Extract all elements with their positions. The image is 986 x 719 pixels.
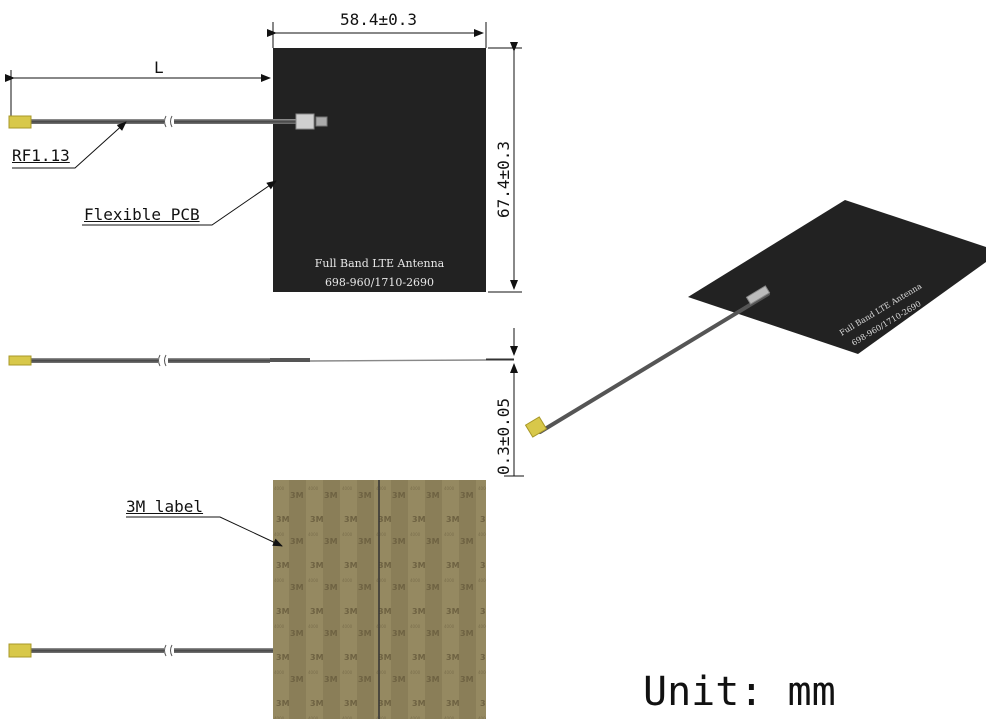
ufl-connector-side bbox=[8, 355, 32, 366]
cable-break-symbol bbox=[164, 115, 173, 128]
pcb-marking-line2: 698-960/1710-2690 bbox=[324, 276, 435, 289]
rf-cable-bottom bbox=[30, 648, 273, 653]
rf-cable-side bbox=[30, 358, 270, 363]
ufl-connector-top bbox=[8, 115, 32, 129]
pcb-callout-leader bbox=[82, 180, 277, 226]
cable-break-gap bbox=[164, 116, 174, 127]
rf-callout-leader bbox=[12, 121, 127, 169]
cable-break-gap-side bbox=[158, 355, 168, 366]
pcb-marking-line1: Full Band LTE Antenna bbox=[314, 257, 445, 270]
thickness-dimension-label: 0.3±0.05 bbox=[494, 397, 513, 475]
cable-end-side bbox=[270, 358, 310, 362]
rf-cable-iso bbox=[538, 292, 770, 434]
adhesive-callout: 3M label bbox=[126, 497, 204, 516]
bottom-view bbox=[8, 480, 486, 719]
label-callout-leader bbox=[126, 516, 283, 547]
flexible-pcb-iso bbox=[688, 200, 986, 354]
cable-solder-iso bbox=[745, 285, 771, 305]
ufl-connector-bottom bbox=[8, 643, 32, 658]
pcb-callout: Flexible PCB bbox=[84, 205, 200, 224]
unit-note: Unit: mm bbox=[643, 669, 836, 715]
feed-pad bbox=[315, 116, 328, 127]
side-view bbox=[8, 328, 524, 477]
isometric-view bbox=[524, 200, 986, 438]
top-view bbox=[5, 22, 522, 293]
flexible-pcb-top bbox=[273, 48, 486, 292]
rf-cable-callout: RF1.13 bbox=[12, 146, 70, 165]
length-dimension-label: L bbox=[154, 58, 164, 77]
pcb-edge-side bbox=[309, 359, 487, 362]
ufl-connector-iso bbox=[524, 416, 548, 438]
width-dimension-label: 58.4±0.3 bbox=[340, 10, 418, 29]
height-dimension-label: 67.4±0.3 bbox=[494, 140, 513, 218]
cable-solder-joint bbox=[295, 113, 315, 130]
